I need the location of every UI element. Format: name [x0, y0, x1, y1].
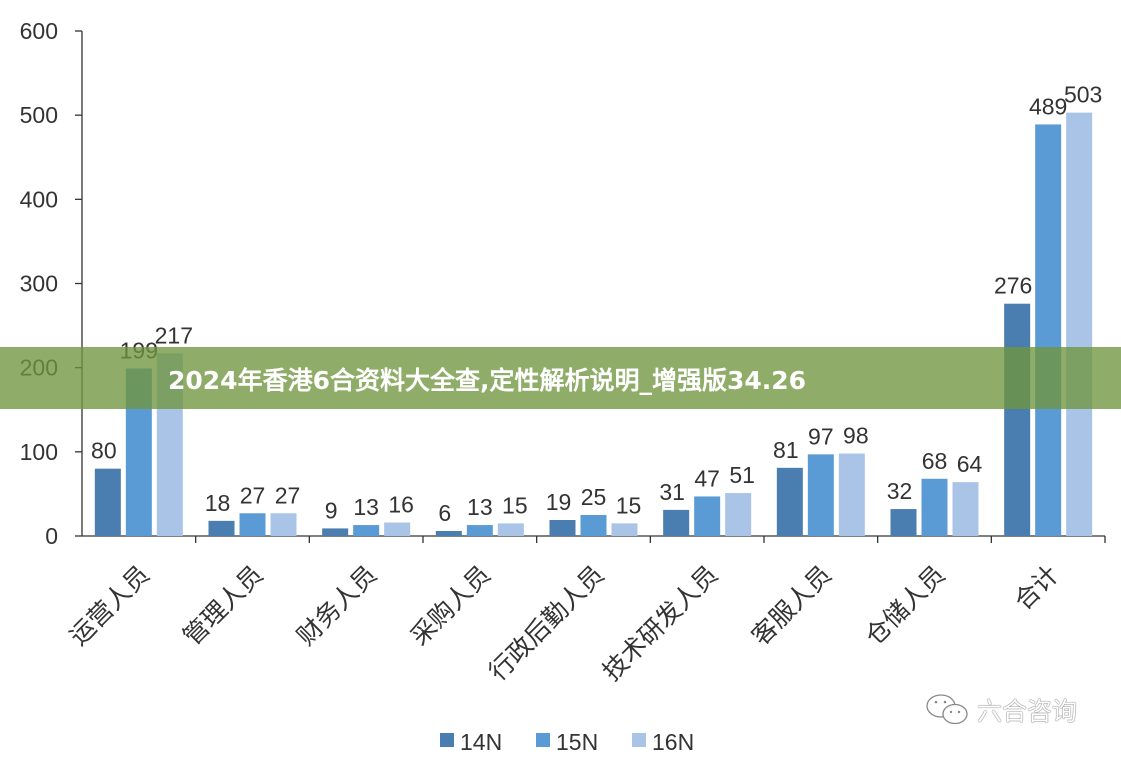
legend-label: 14N	[460, 729, 502, 755]
y-tick-label: 500	[20, 102, 58, 128]
title-banner: 2024年香港6合资料大全查,定性解析说明_增强版34.26	[0, 347, 1121, 409]
legend-label: 16N	[652, 729, 694, 755]
x-tick-label: 合计	[1009, 560, 1065, 616]
bar-15N	[921, 478, 948, 536]
y-tick-label: 100	[20, 439, 58, 465]
bar-14N	[322, 528, 349, 536]
bar-15N	[807, 454, 834, 536]
data-label: 47	[694, 465, 720, 491]
data-label: 97	[808, 423, 834, 449]
data-label: 276	[994, 273, 1032, 299]
bar-15N	[1035, 124, 1062, 537]
data-label: 18	[205, 490, 231, 516]
legend-swatch-14N	[440, 733, 454, 747]
legend-swatch-16N	[632, 733, 646, 747]
data-label: 32	[887, 478, 913, 504]
y-tick-label: 0	[45, 523, 58, 549]
bar-14N	[1004, 303, 1031, 536]
bar-16N	[497, 523, 524, 536]
y-tick-label: 300	[20, 271, 58, 297]
data-label: 27	[275, 482, 301, 508]
y-tick-label: 600	[20, 18, 58, 44]
data-label: 15	[502, 492, 528, 518]
bar-16N	[384, 522, 411, 536]
bar-16N	[611, 523, 638, 536]
bar-14N	[435, 530, 462, 536]
data-label: 19	[546, 489, 572, 515]
data-label: 51	[729, 462, 755, 488]
bar-14N	[549, 520, 576, 536]
bar-14N	[663, 509, 690, 536]
watermark: 六合咨询	[925, 692, 1077, 728]
bar-15N	[580, 514, 607, 536]
bar-16N	[1066, 112, 1093, 537]
x-tick-label: 仓储人员	[860, 560, 951, 651]
banner-text: 2024年香港6合资料大全查,定性解析说明_增强版34.26	[168, 366, 807, 395]
bar-14N	[776, 467, 803, 536]
bar-16N	[838, 453, 865, 536]
data-label: 13	[467, 494, 493, 520]
data-label: 15	[616, 492, 642, 518]
data-label: 27	[240, 482, 266, 508]
bar-16N	[725, 493, 752, 536]
bar-14N	[890, 509, 917, 536]
x-tick-label: 技术研发人员	[597, 560, 724, 687]
data-label: 13	[353, 494, 379, 520]
data-label: 217	[155, 322, 193, 348]
bar-14N	[208, 520, 235, 536]
x-tick-label: 财务人员	[291, 560, 382, 651]
data-label: 16	[388, 492, 414, 518]
bar-16N	[270, 513, 297, 536]
x-tick-label: 运营人员	[64, 560, 155, 651]
x-tick-label: 客服人员	[746, 560, 837, 651]
data-label: 489	[1029, 93, 1067, 119]
data-label: 9	[325, 497, 338, 523]
data-label: 81	[773, 437, 799, 463]
y-tick-label: 400	[20, 186, 58, 212]
data-label: 68	[922, 448, 948, 474]
bar-16N	[952, 482, 979, 536]
data-label: 25	[581, 484, 607, 510]
wechat-icon	[926, 694, 968, 725]
data-label: 31	[659, 479, 685, 505]
data-label: 98	[843, 423, 869, 449]
bar-15N	[353, 525, 380, 536]
watermark-text: 六合咨询	[977, 698, 1078, 726]
legend-swatch-15N	[536, 733, 550, 747]
data-label: 503	[1064, 82, 1102, 108]
data-label: 80	[91, 438, 117, 464]
bar-14N	[94, 468, 121, 536]
x-tick-label: 管理人员	[178, 560, 269, 651]
legend-label: 15N	[556, 729, 598, 755]
data-label: 6	[438, 500, 451, 526]
bar-15N	[694, 496, 721, 536]
x-tick-label: 采购人员	[405, 560, 496, 651]
bar-15N	[239, 513, 266, 536]
data-label: 64	[957, 451, 983, 477]
x-tick-label: 行政后勤人员	[483, 560, 610, 687]
bar-15N	[466, 525, 493, 536]
